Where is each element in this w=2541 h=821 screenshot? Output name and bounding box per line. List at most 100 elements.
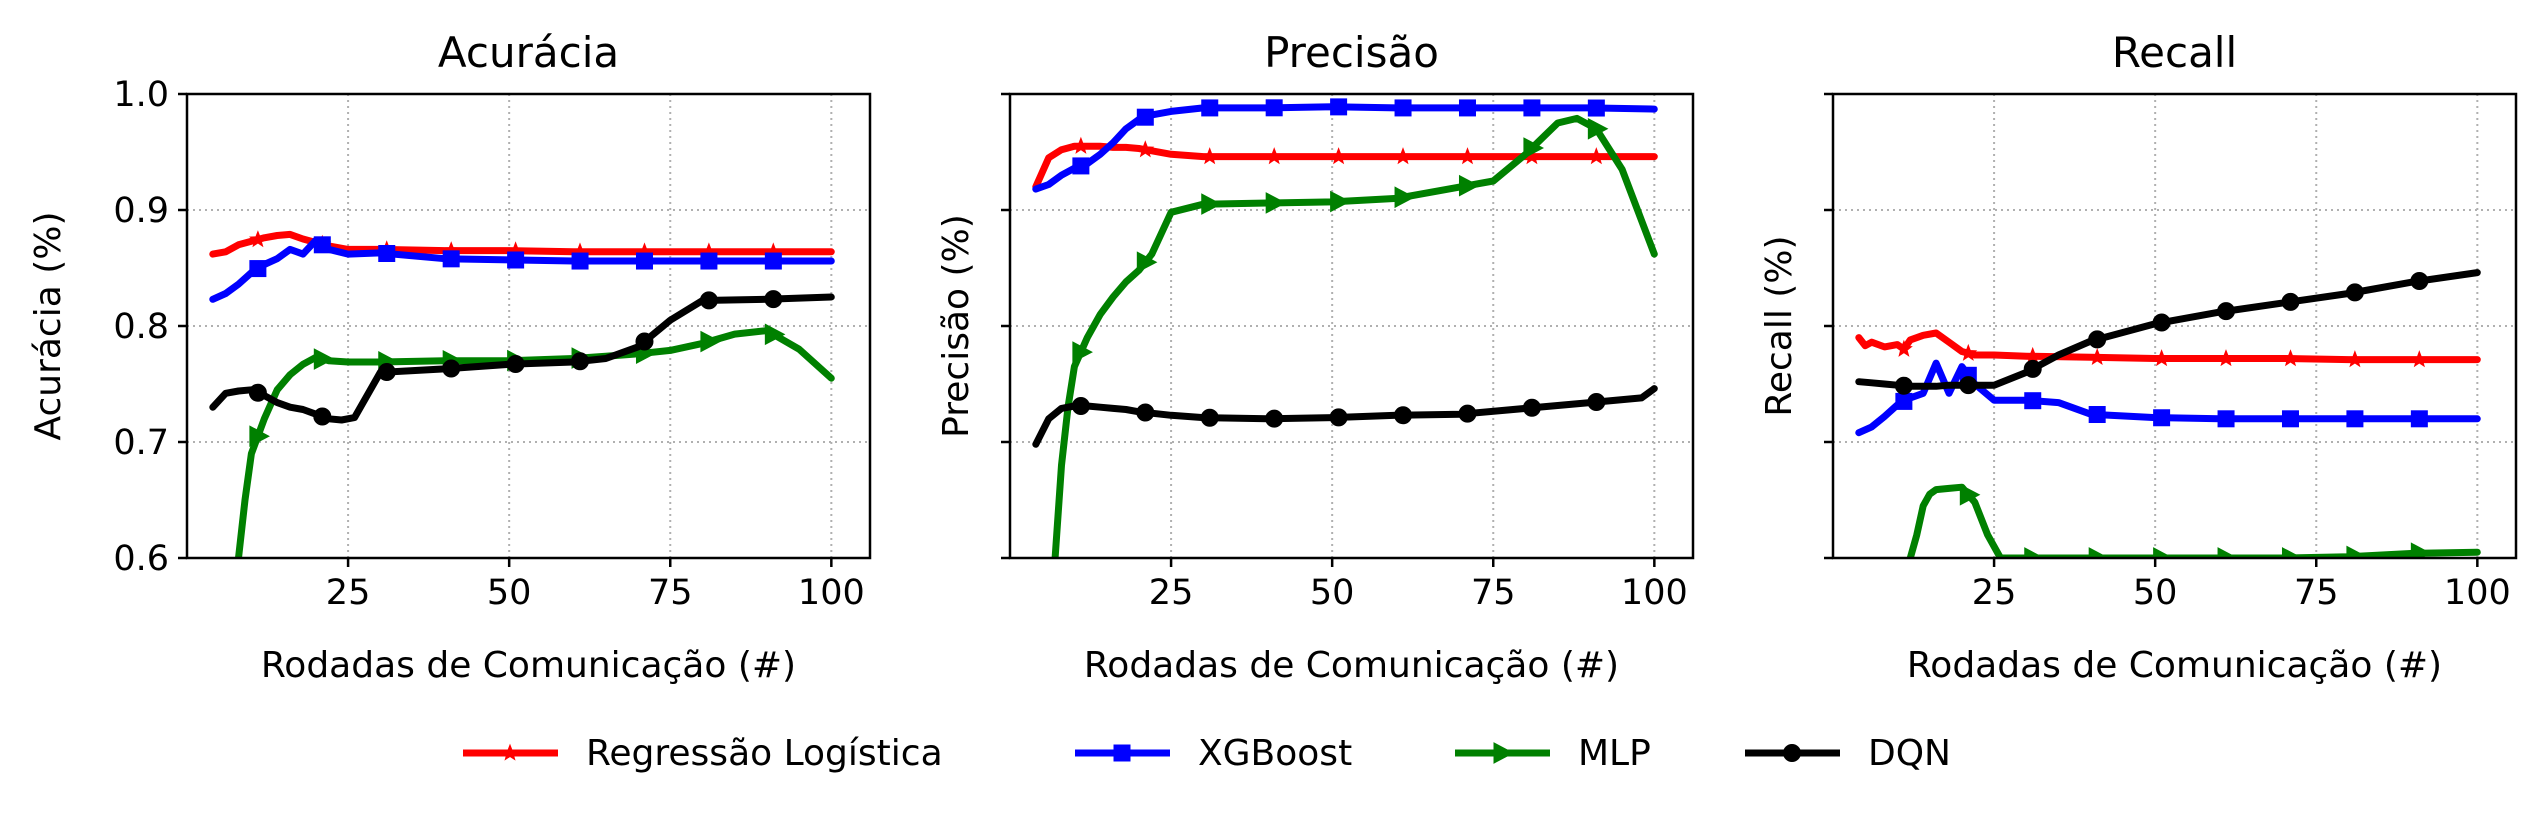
data-point — [2281, 349, 2300, 367]
data-point — [1959, 483, 1981, 506]
data-point — [1136, 251, 1158, 274]
data-point — [764, 290, 783, 309]
series-line-mlp — [1051, 114, 1658, 558]
data-point — [1265, 409, 1284, 428]
data-point — [1330, 98, 1348, 116]
y-tick-label: 0.6 — [113, 539, 169, 579]
data-point — [313, 407, 332, 426]
data-point — [1458, 404, 1477, 423]
data-point — [700, 252, 718, 270]
legend-item: Regressão Logística — [463, 733, 943, 774]
data-point — [313, 236, 331, 254]
data-point — [2410, 410, 2428, 428]
data-point — [2410, 542, 2432, 558]
data-point — [1394, 406, 1413, 425]
data-point — [1587, 117, 1609, 140]
legend-label: Regressão Logística — [586, 733, 943, 774]
data-point — [1959, 343, 1978, 361]
data-point — [313, 348, 335, 370]
x-tick-label: 100 — [2444, 573, 2511, 613]
x-tick-label: 75 — [648, 573, 693, 613]
legend-marker — [501, 743, 519, 761]
data-point — [507, 251, 525, 269]
data-point — [2345, 350, 2364, 368]
chart-panel-1: 25 50 75 100 0.6 0.7 0.8 0.9 1.0 Acurácia Rodadas … — [28, 28, 872, 686]
series-line-mlp — [1906, 483, 2481, 558]
y-axis-label: Recall (%) — [1759, 235, 1800, 416]
data-point — [2088, 406, 2106, 424]
data-point — [1136, 140, 1155, 158]
legend-item: DQN — [1745, 733, 1951, 774]
data-point — [1072, 136, 1090, 154]
data-point — [1523, 137, 1544, 159]
data-point — [1458, 147, 1477, 165]
chart-panels: 25 50 75 100 0.6 0.7 0.8 0.9 1.0 Acurácia Rodadas … — [28, 28, 2518, 686]
data-point — [249, 260, 267, 278]
data-point — [2152, 349, 2171, 367]
data-point — [635, 252, 653, 270]
x-tick-label: 50 — [2133, 573, 2178, 613]
data-point — [2217, 349, 2236, 367]
x-tick-label: 100 — [1621, 573, 1688, 613]
x-axis-label: Rodadas de Comunicação (#) — [1084, 645, 1619, 686]
y-tick-label: 1.0 — [113, 75, 169, 115]
data-point — [699, 291, 718, 310]
data-point — [2024, 392, 2042, 410]
legend-marker — [1493, 742, 1515, 764]
data-point — [249, 425, 270, 448]
x-tick-label: 25 — [1972, 573, 2017, 613]
y-tick-label: 0.8 — [113, 307, 169, 347]
x-axis-label: Rodadas de Comunicação (#) — [261, 645, 796, 686]
series-line-regress-o-log-stica — [1032, 142, 1658, 191]
x-tick-label: 25 — [326, 573, 371, 613]
data-point — [764, 323, 786, 346]
legend-marker — [1113, 744, 1131, 762]
data-point — [2410, 350, 2429, 368]
data-point — [1587, 392, 1606, 411]
data-point — [2152, 313, 2171, 332]
series-group — [209, 230, 835, 558]
data-point — [1265, 192, 1287, 214]
data-point — [2153, 409, 2171, 427]
data-point — [2088, 347, 2107, 366]
legend-item: MLP — [1455, 733, 1651, 774]
x-tick-label: 100 — [798, 573, 865, 613]
legend-item: XGBoost — [1075, 733, 1352, 774]
data-point — [1201, 193, 1222, 215]
y-axis-label: Precisão (%) — [936, 214, 977, 438]
data-point — [1458, 174, 1480, 197]
data-point — [1330, 190, 1351, 213]
chart-title: Precisão — [1264, 28, 1439, 77]
series-line-dqn — [1855, 269, 2481, 390]
y-tick-label: 0.7 — [113, 423, 169, 463]
data-point — [506, 355, 525, 374]
data-point — [2281, 410, 2299, 428]
data-point — [2024, 547, 2045, 558]
legend-label: DQN — [1868, 733, 1951, 774]
data-point — [378, 245, 396, 262]
data-point — [1136, 403, 1155, 422]
chart-title: Acurácia — [438, 28, 619, 77]
data-point — [2217, 302, 2236, 321]
data-point — [1136, 108, 1154, 126]
data-point — [248, 383, 267, 402]
data-point — [1072, 157, 1090, 175]
data-point — [700, 330, 721, 353]
x-tick-label: 75 — [1471, 573, 1516, 613]
series-group — [1032, 98, 1658, 558]
data-point — [1200, 408, 1219, 427]
data-point — [1200, 147, 1219, 165]
x-tick-label: 25 — [1149, 573, 1194, 613]
data-point — [1587, 147, 1606, 165]
data-point — [1329, 408, 1348, 427]
data-point — [571, 252, 589, 270]
data-point — [571, 352, 590, 371]
y-axis-label: Acurácia (%) — [28, 211, 69, 440]
data-point — [1895, 392, 1913, 410]
data-point — [1071, 397, 1090, 416]
legend-label: XGBoost — [1198, 733, 1352, 774]
data-point — [2217, 410, 2235, 428]
data-point — [635, 332, 654, 351]
data-point — [1959, 376, 1978, 395]
